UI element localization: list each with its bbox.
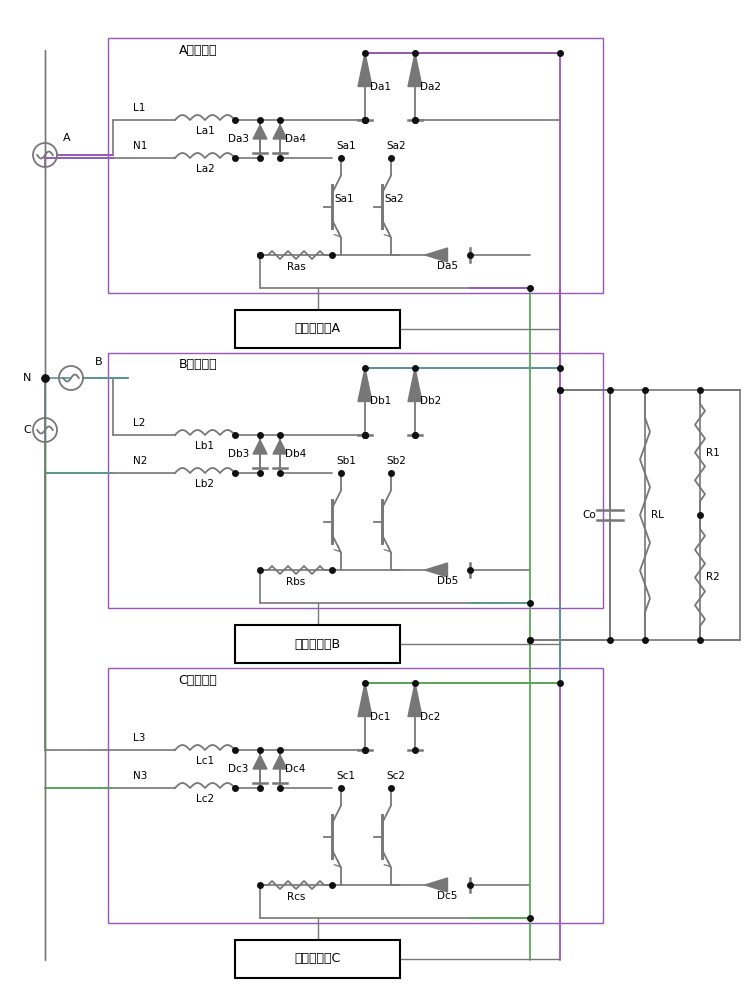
Polygon shape (253, 440, 267, 454)
Text: N: N (23, 373, 31, 383)
Text: Sc1: Sc1 (336, 771, 355, 781)
Bar (108, 38, 603, 293)
Polygon shape (358, 53, 372, 87)
Text: Co: Co (582, 510, 596, 520)
Bar (235, 940, 400, 978)
Text: R1: R1 (706, 448, 720, 458)
Text: Sa1: Sa1 (336, 141, 356, 151)
Text: 模拟控制器B: 模拟控制器B (294, 638, 341, 650)
Polygon shape (408, 683, 422, 716)
Text: Sa1: Sa1 (334, 194, 353, 204)
Polygon shape (408, 53, 422, 87)
Bar (235, 625, 400, 663)
Bar (108, 668, 603, 923)
Text: L3: L3 (133, 733, 146, 743)
Polygon shape (425, 563, 448, 577)
Text: N3: N3 (133, 771, 147, 781)
Polygon shape (358, 368, 372, 401)
Text: 模拟控制器C: 模拟控制器C (294, 952, 341, 966)
Text: Ras: Ras (287, 262, 305, 272)
Text: Da3: Da3 (228, 134, 249, 144)
Text: Db2: Db2 (420, 396, 441, 406)
Text: R2: R2 (706, 572, 720, 582)
Text: N2: N2 (133, 456, 147, 466)
Text: Dc3: Dc3 (228, 764, 248, 774)
Text: A: A (63, 133, 71, 143)
Polygon shape (273, 125, 287, 139)
Text: Rcs: Rcs (287, 892, 305, 902)
Text: B相变换器: B相变换器 (179, 359, 217, 371)
Text: Lb2: Lb2 (196, 479, 214, 489)
Text: Da4: Da4 (285, 134, 306, 144)
Text: Db5: Db5 (437, 576, 458, 586)
Text: Sb2: Sb2 (386, 456, 406, 466)
Text: Db1: Db1 (370, 396, 391, 406)
Text: La1: La1 (196, 126, 214, 136)
Bar (235, 310, 400, 348)
Polygon shape (425, 248, 448, 262)
Text: Da2: Da2 (420, 82, 441, 92)
Text: RL: RL (651, 510, 664, 520)
Text: C相变换器: C相变换器 (179, 674, 217, 686)
Polygon shape (425, 878, 448, 892)
Text: Dc4: Dc4 (285, 764, 305, 774)
Text: B: B (95, 357, 103, 367)
Text: Db3: Db3 (228, 449, 249, 459)
Polygon shape (273, 755, 287, 769)
Polygon shape (253, 755, 267, 769)
Text: Dc1: Dc1 (370, 712, 390, 722)
Text: Da1: Da1 (370, 82, 391, 92)
Text: Sc2: Sc2 (386, 771, 405, 781)
Polygon shape (358, 683, 372, 716)
Text: 模拟控制器A: 模拟控制器A (294, 322, 341, 336)
Text: Lc2: Lc2 (196, 794, 214, 804)
Text: A相变换器: A相变换器 (179, 43, 217, 56)
Text: Sa2: Sa2 (386, 141, 405, 151)
Polygon shape (253, 125, 267, 139)
Text: Db4: Db4 (285, 449, 307, 459)
Text: Dc2: Dc2 (420, 712, 440, 722)
Text: Lb1: Lb1 (196, 441, 214, 451)
Text: Rbs: Rbs (286, 577, 306, 587)
Bar (108, 353, 603, 608)
Text: Dc5: Dc5 (437, 891, 458, 901)
Text: Da5: Da5 (437, 261, 458, 271)
Polygon shape (273, 440, 287, 454)
Text: Lc1: Lc1 (196, 756, 214, 766)
Text: N1: N1 (133, 141, 147, 151)
Polygon shape (408, 368, 422, 401)
Text: C: C (23, 425, 31, 435)
Text: Sa2: Sa2 (384, 194, 404, 204)
Text: L1: L1 (133, 103, 146, 113)
Text: Sb1: Sb1 (336, 456, 356, 466)
Text: La2: La2 (196, 164, 214, 174)
Text: L2: L2 (133, 418, 146, 428)
